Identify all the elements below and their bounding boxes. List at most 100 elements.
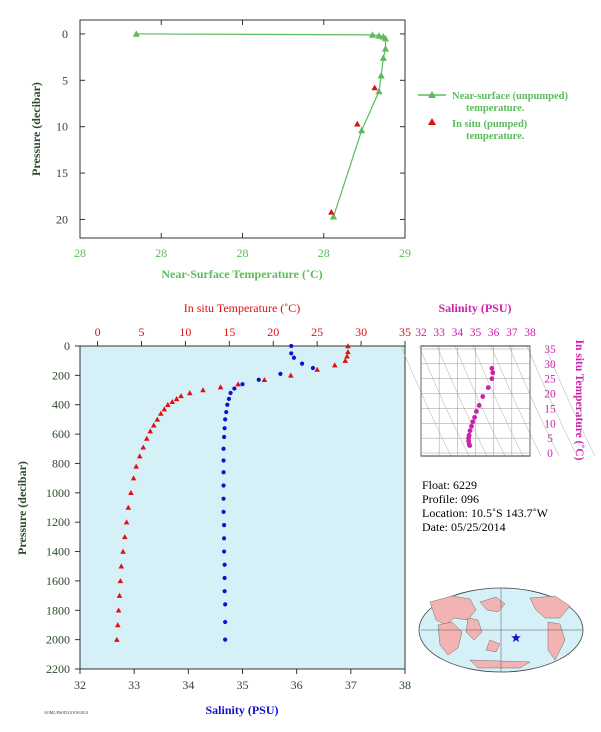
profile-top-xlabel: In situ Temperature (˚C)	[184, 301, 301, 315]
top-x-tick-label: 15	[223, 325, 235, 339]
profile-ylabel: Pressure (decibar)	[15, 461, 29, 555]
near-surface-chart: 28 28 28 28 29 0 5 10 15 20 Near-Surface Temperat…	[29, 19, 568, 281]
y-tick-label: 1800	[46, 603, 70, 617]
ts-contour-line	[472, 345, 524, 457]
ts-y-tick-label: 25	[544, 374, 556, 386]
x-tick-label: 29	[399, 246, 411, 260]
salinity-point	[221, 483, 226, 488]
ts-x-tick-label: 33	[433, 327, 445, 339]
bottom-x-tick-label: 34	[182, 678, 194, 692]
ts-x-tick-label: 36	[488, 327, 500, 339]
temperature-point	[143, 435, 150, 441]
temperature-point	[178, 393, 184, 399]
temperature-point	[288, 372, 294, 378]
near-surface-ylabel: Pressure (decibar)	[29, 82, 43, 176]
profile-axes: 0 5 10 15 20 25 30 35 32 33 34 35 36 37 38 0 200 400 600 80…	[46, 325, 411, 692]
legend-label-unpumped-2: temperature.	[466, 103, 525, 114]
salinity-point	[223, 619, 228, 625]
bottom-x-tick-label: 38	[399, 678, 411, 692]
near-surface-series	[132, 30, 390, 220]
temperature-point	[114, 622, 121, 628]
y-tick-label: 1400	[46, 545, 70, 559]
near-surface-point	[368, 31, 377, 38]
salinity-point	[223, 417, 228, 422]
top-x-tick-label: 0	[95, 325, 101, 339]
salinity-point	[221, 434, 227, 440]
salinity-point	[291, 355, 297, 360]
ts-point	[485, 385, 491, 391]
top-x-tick-label: 20	[267, 325, 279, 339]
bottom-x-tick-label: 32	[74, 678, 86, 692]
x-tick-label: 28	[74, 246, 86, 260]
ts-axes: 32 33 34 35 36 37 38 0 5 10 15 20 25 30 35	[400, 327, 596, 460]
temperature-point	[116, 592, 123, 598]
ts-y-tick-label: 35	[544, 344, 556, 356]
near-surface-point	[381, 45, 390, 52]
legend-label-unpumped: Near-surface (unpumped)	[452, 91, 568, 102]
y-tick-label: 600	[52, 427, 70, 441]
info-float: Float: 6229	[422, 478, 477, 492]
temperature-point	[133, 463, 140, 469]
salinity-point	[221, 536, 227, 541]
ts-chart: 32 33 34 35 36 37 38 0 5 10 15 20 25 30 35 Salinity (P…	[400, 301, 596, 461]
ts-contour-line	[400, 345, 452, 457]
ts-point	[467, 428, 473, 434]
profile-series	[114, 343, 351, 642]
ts-contour-line	[544, 345, 596, 457]
y-tick-label: 15	[56, 166, 68, 180]
ts-x-tick-label: 38	[524, 327, 536, 339]
salinity-point	[222, 589, 227, 594]
salinity-point	[221, 549, 227, 554]
legend-triangle-green-icon	[428, 91, 436, 98]
ts-y-tick-label: 20	[544, 389, 556, 401]
temperature-point	[125, 504, 132, 510]
salinity-point	[221, 446, 226, 451]
ts-point	[489, 376, 495, 382]
y-tick-label: 10	[56, 120, 68, 134]
profile-plot-area	[79, 345, 406, 670]
ts-contour-line	[508, 345, 560, 457]
star-icon	[511, 633, 521, 643]
in-situ-point	[354, 120, 361, 127]
ts-contour-line	[526, 345, 578, 457]
temperature-point	[161, 406, 168, 412]
bottom-x-tick-label: 36	[291, 678, 303, 692]
temperature-point	[200, 387, 206, 393]
x-tick-label: 28	[318, 246, 330, 260]
ts-point	[489, 365, 495, 371]
ts-y-tick-label: 30	[544, 359, 556, 371]
salinity-point	[222, 575, 227, 581]
temperature-point	[342, 357, 349, 363]
temperature-point	[235, 381, 241, 387]
y-tick-label: 20	[56, 212, 68, 226]
salinity-point	[310, 365, 316, 371]
ts-x-tick-label: 37	[506, 327, 518, 339]
y-tick-label: 2200	[46, 662, 70, 676]
ts-contour-line	[418, 345, 470, 457]
temperature-point	[165, 401, 171, 407]
info-location: Location: 10.5˚S 143.7˚W	[422, 506, 549, 520]
salinity-point	[256, 377, 261, 382]
y-tick-label: 0	[62, 27, 68, 41]
temperature-point	[147, 428, 154, 434]
salinity-point	[289, 343, 294, 349]
salinity-point	[222, 426, 227, 431]
ts-ylabel: In situ Temperature (˚C)	[573, 340, 585, 461]
near-surface-point	[381, 34, 390, 42]
ts-y-tick-label: 0	[547, 448, 553, 460]
salinity-point	[278, 371, 283, 376]
near-surface-xlabel: Near-Surface Temperature (˚C)	[161, 267, 322, 281]
salinity-point	[289, 351, 294, 356]
bottom-x-tick-label: 33	[128, 678, 140, 692]
y-tick-label: 1000	[46, 486, 70, 500]
temperature-point	[140, 444, 147, 450]
profile-chart: 0 5 10 15 20 25 30 35 32 33 34 35 36 37 38 0 200 400 600 80…	[15, 301, 411, 717]
temperature-point	[173, 396, 180, 402]
temperature-point	[120, 548, 126, 554]
temperature-point	[217, 384, 224, 390]
ts-y-tick-label: 10	[544, 418, 556, 430]
temperature-point	[123, 519, 130, 525]
in-situ-point	[328, 208, 335, 215]
top-x-tick-label: 5	[138, 325, 144, 339]
